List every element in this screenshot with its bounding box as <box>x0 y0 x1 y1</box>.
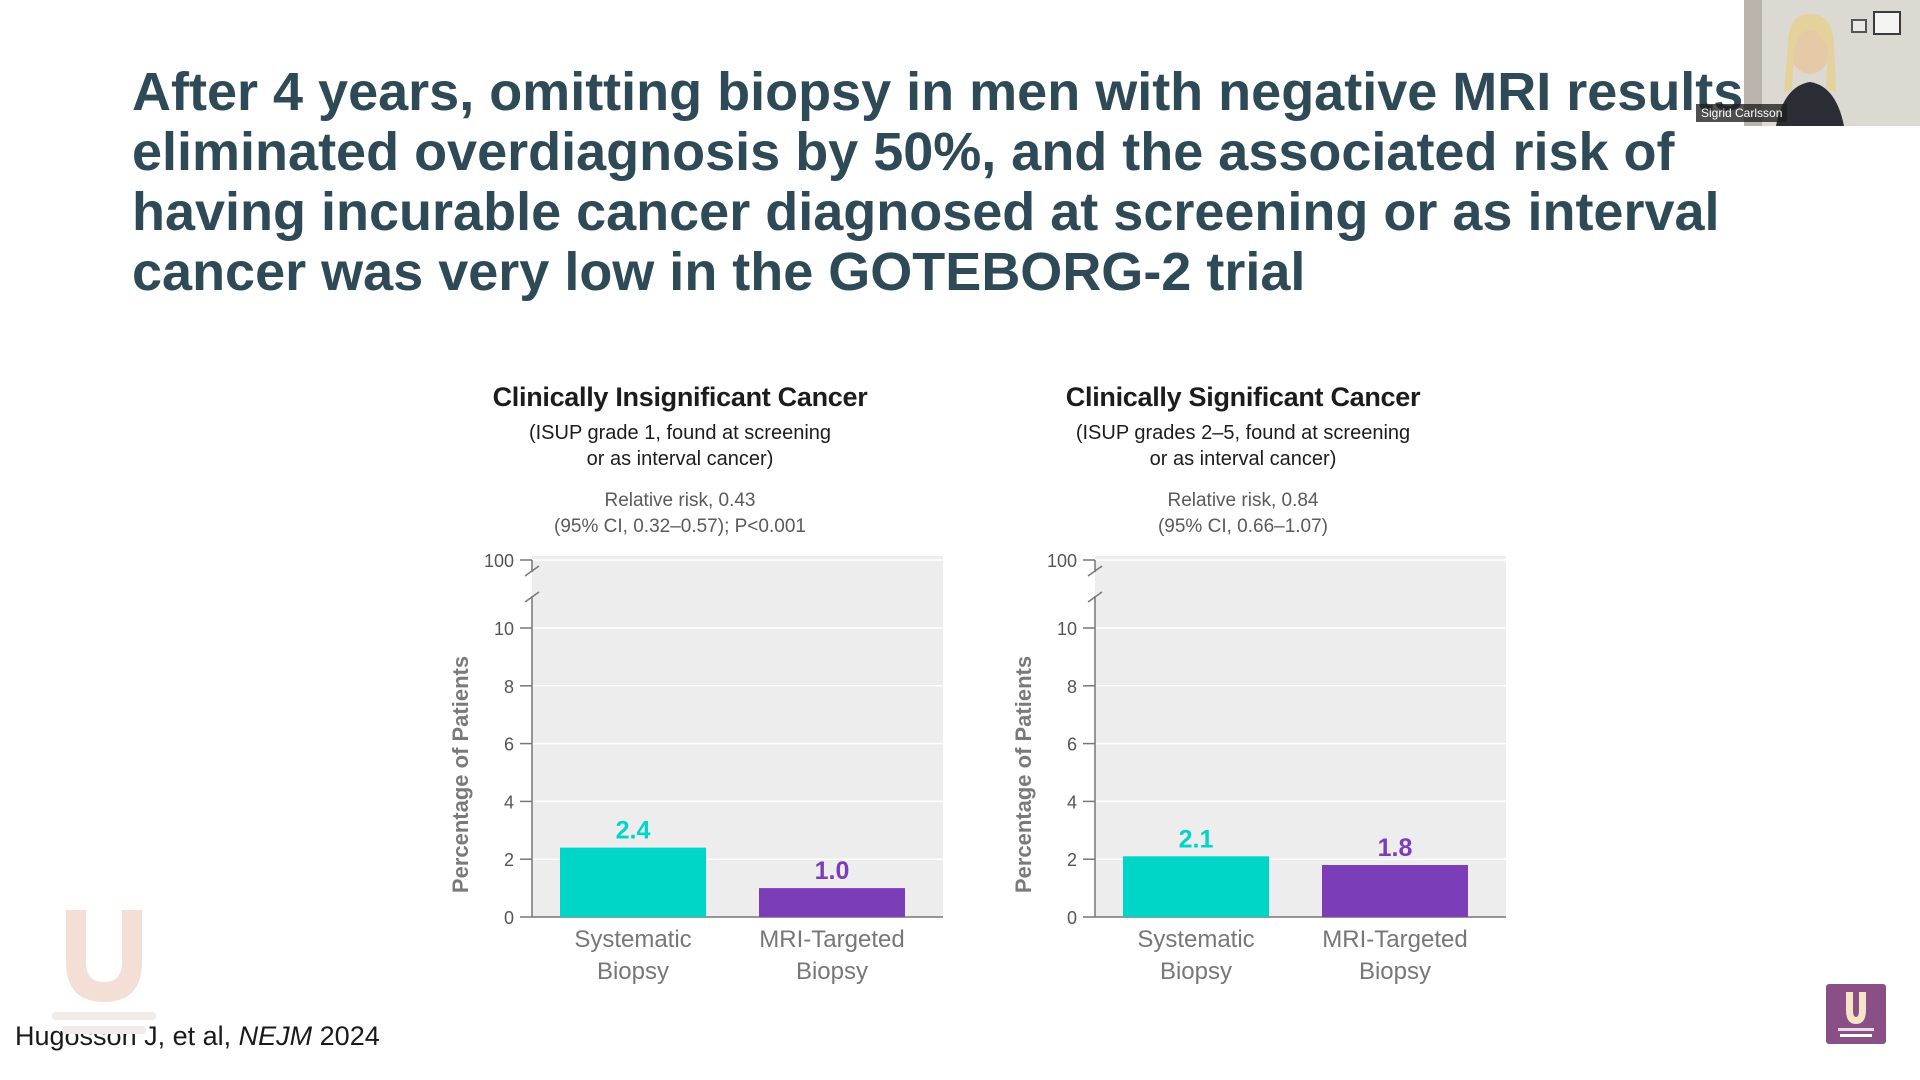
bar-mri-targeted-biopsy <box>759 888 905 917</box>
relative-risk-annotation: Relative risk, 0.84 (95% CI, 0.66–1.07) <box>963 488 1523 540</box>
y-tick-label: 8 <box>504 677 514 697</box>
y-tick-label: 2 <box>504 850 514 870</box>
relative-risk-line: (95% CI, 0.32–0.57); P<0.001 <box>554 516 806 537</box>
y-tick-label: 10 <box>1057 619 1077 639</box>
y-tick-label: 4 <box>504 792 514 812</box>
y-tick-label: 10 <box>494 619 514 639</box>
chart-panel-insignificant: 0 2 4 6 8 10 100 Percentage of Patients 2.4 Syste… <box>400 370 960 1010</box>
chart-subtitle-line: (ISUP grade 1, found at screening <box>528 422 832 444</box>
y-tick-label: 6 <box>504 735 514 755</box>
presenter-name-label: Sigrid Carlsson <box>1696 104 1788 122</box>
bar-chart-insignificant: 0 2 4 6 8 10 100 Percentage of Patients 2.4 Syste… <box>448 551 943 985</box>
chart-subtitle: (ISUP grades 2–5, found at screening or … <box>963 420 1523 472</box>
citation-journal: NEJM <box>238 1021 313 1051</box>
x-category-label: Biopsy <box>796 958 868 985</box>
relative-risk-line: Relative risk, 0.84 <box>1167 490 1319 511</box>
citation-year: 2024 <box>319 1021 380 1051</box>
chart-subtitle-line: (ISUP grades 2–5, found at screening <box>1075 422 1411 444</box>
bar-value-label: 2.4 <box>616 817 651 845</box>
x-category-label: Systematic <box>1137 926 1254 953</box>
chart-subtitle: (ISUP grade 1, found at screening or as … <box>400 420 960 472</box>
x-category-label: Biopsy <box>1160 958 1232 985</box>
y-tick-label: 6 <box>1067 735 1077 755</box>
x-category-label: MRI-Targeted <box>1322 926 1467 953</box>
y-axis-label: Percentage of Patients <box>448 656 473 893</box>
x-category-label: Biopsy <box>597 958 669 985</box>
x-category-label: MRI-Targeted <box>759 926 904 953</box>
chart-subtitle-line: or as interval cancer) <box>1149 448 1337 470</box>
presenter-video-tile <box>1744 0 1920 126</box>
x-category-label: Systematic <box>574 926 691 953</box>
chart-subtitle-line: or as interval cancer) <box>586 448 774 470</box>
grand-rounds-urology-logo-watermark <box>52 910 156 1034</box>
axis-break-mark <box>524 565 540 577</box>
grand-rounds-urology-logo-icon <box>1826 984 1886 1044</box>
slide-title: After 4 years, omitting biopsy in men wi… <box>132 62 1744 302</box>
y-tick-label: 100 <box>484 551 514 571</box>
bar-systematic-biopsy <box>560 847 706 917</box>
y-tick-label: 4 <box>1067 792 1077 812</box>
y-tick-label: 8 <box>1067 677 1077 697</box>
axis-break-mark <box>1087 565 1103 577</box>
bar-chart-significant: 0 2 4 6 8 10 100 Percentage of Patients 2.1 Syste… <box>1011 551 1506 985</box>
x-category-label: Biopsy <box>1359 958 1431 985</box>
y-axis-label: Percentage of Patients <box>1011 656 1036 893</box>
relative-risk-line: (95% CI, 0.66–1.07) <box>1157 516 1329 537</box>
bar-systematic-biopsy <box>1123 856 1269 917</box>
bar-value-label: 1.8 <box>1378 834 1413 862</box>
y-tick-label: 0 <box>1067 908 1077 928</box>
chart-panel-significant: 0 2 4 6 8 10 100 Percentage of Patients 2.1 Syste… <box>963 370 1523 1010</box>
y-tick-label: 2 <box>1067 850 1077 870</box>
y-tick-label: 0 <box>504 908 514 928</box>
chart-title: Clinically Significant Cancer <box>1065 382 1421 412</box>
y-tick-label: 100 <box>1047 551 1077 571</box>
relative-risk-line: Relative risk, 0.43 <box>604 490 756 511</box>
relative-risk-annotation: Relative risk, 0.43 (95% CI, 0.32–0.57);… <box>400 488 960 540</box>
presenter-video-frame <box>1744 0 1920 126</box>
chart-title: Clinically Insignificant Cancer <box>492 382 868 412</box>
bar-mri-targeted-biopsy <box>1322 864 1468 917</box>
bar-value-label: 1.0 <box>815 857 850 885</box>
citation: Hugosson J, et al, NEJM 2024 <box>15 1021 380 1052</box>
bar-value-label: 2.1 <box>1179 825 1214 853</box>
